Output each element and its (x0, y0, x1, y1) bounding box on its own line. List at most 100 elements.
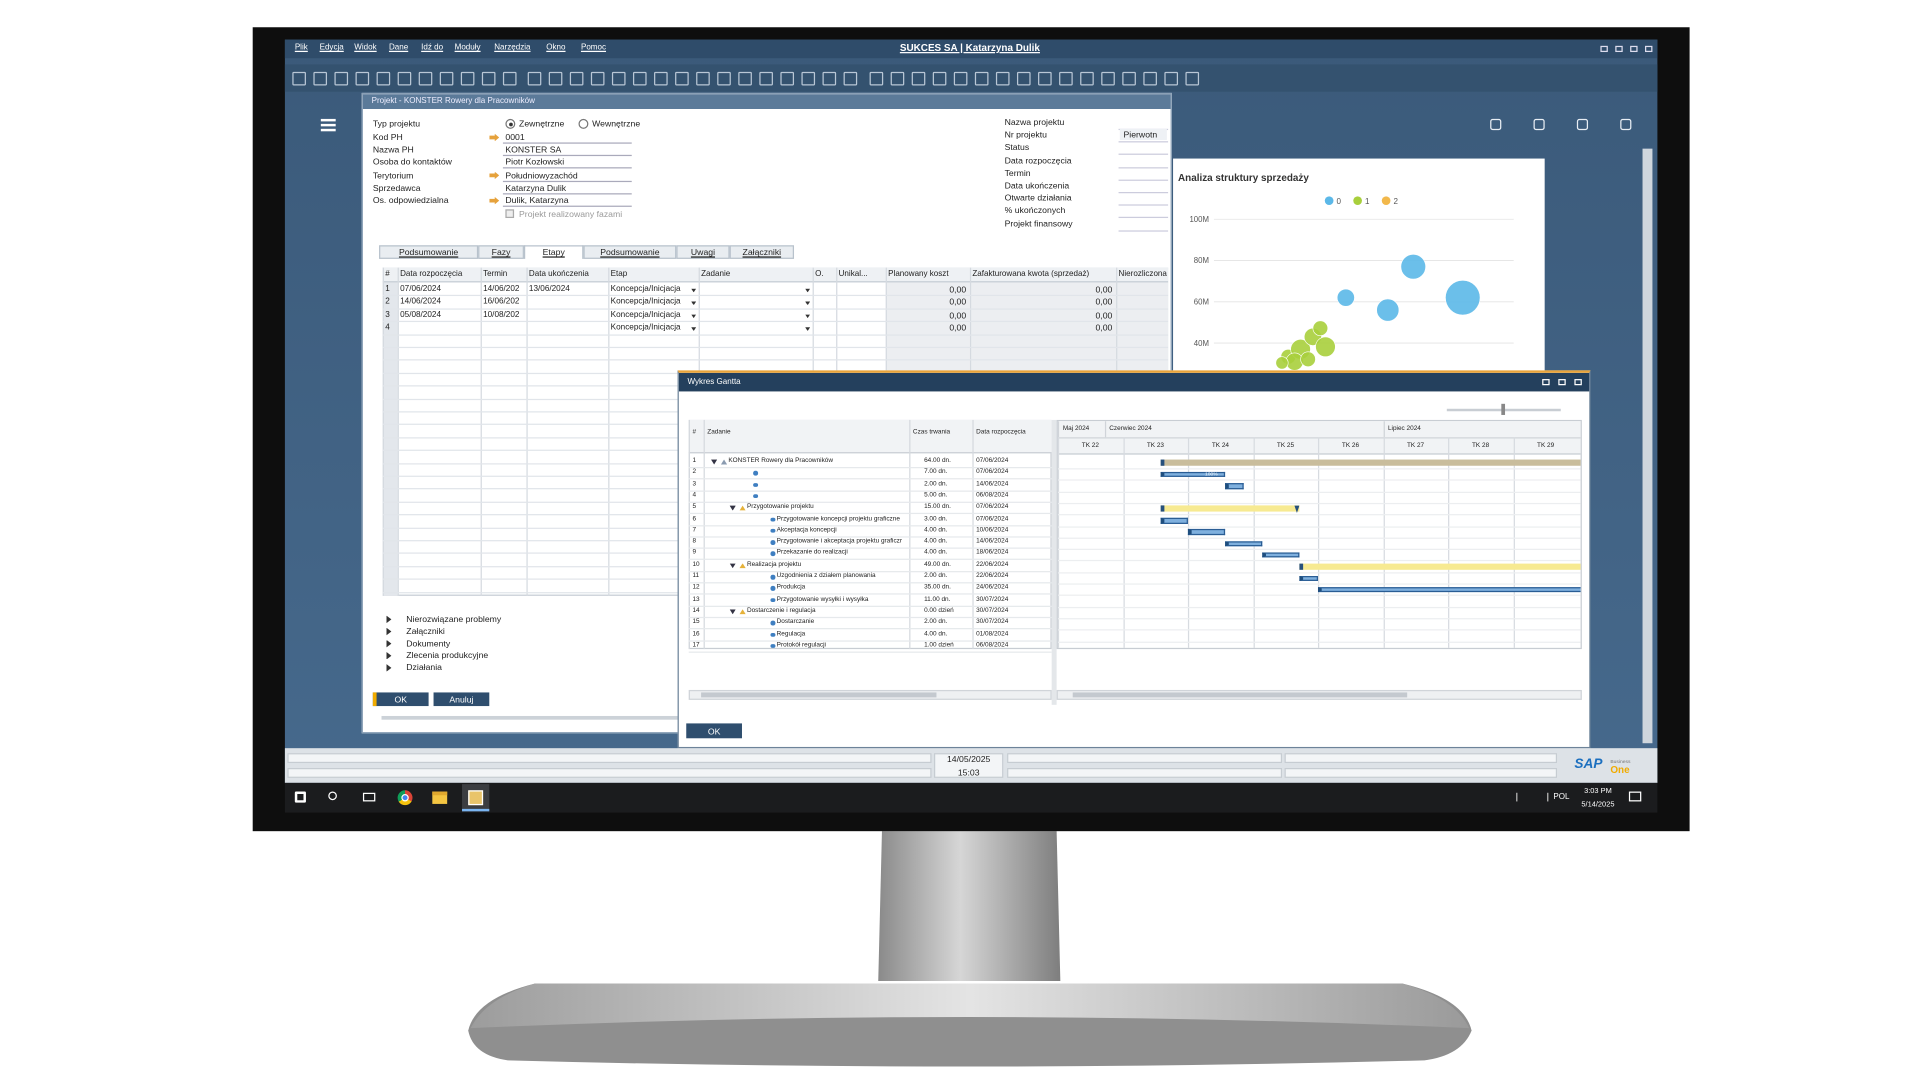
toolbar-icon[interactable] (548, 71, 563, 86)
header-icon[interactable] (1576, 118, 1589, 131)
tree-arrow[interactable] (386, 652, 392, 660)
toolbar-icon[interactable] (460, 71, 475, 86)
toolbar-icon[interactable] (313, 71, 328, 86)
button[interactable] (433, 692, 490, 707)
toolbar-icon[interactable] (801, 71, 816, 86)
toolbar-icon[interactable] (1016, 71, 1031, 86)
tree-item[interactable]: Zlecenia produkcyjne (406, 652, 489, 661)
button-label[interactable]: OK (394, 696, 407, 705)
field-input[interactable] (502, 195, 632, 207)
field-input[interactable] (1119, 128, 1167, 140)
toolbar-icon[interactable] (843, 71, 858, 86)
toolbar-icon[interactable] (1080, 71, 1094, 86)
tab[interactable] (478, 245, 524, 259)
toolbar-icon[interactable] (481, 71, 496, 86)
toolbar-icon[interactable] (717, 71, 731, 86)
menu-item[interactable]: Edycja (319, 43, 344, 53)
toolbar-icon[interactable] (953, 71, 968, 86)
checkbox[interactable] (505, 209, 515, 219)
tree-item[interactable]: Załączniki (406, 627, 445, 637)
menu-item[interactable]: Idź do (421, 43, 444, 53)
tab-label[interactable]: Załączniki (742, 248, 782, 258)
button-label[interactable]: Anuluj (449, 696, 474, 705)
expand-arrow[interactable] (729, 609, 736, 615)
search-icon[interactable] (328, 791, 337, 801)
toolbar-icon[interactable] (654, 71, 668, 86)
field-input[interactable] (502, 145, 632, 157)
tab-label[interactable]: Podsumowanie (398, 248, 459, 258)
header-icon[interactable] (1620, 118, 1632, 131)
toolbar-icon[interactable] (439, 71, 454, 86)
toolbar-icon[interactable] (995, 71, 1010, 86)
toolbar-icon[interactable] (1059, 71, 1073, 86)
tab[interactable] (523, 245, 584, 259)
toolbar-icon[interactable] (397, 71, 412, 86)
toolbar-icon[interactable] (869, 71, 884, 86)
menu-item[interactable]: Okno (546, 43, 566, 53)
toolbar-icon[interactable] (1038, 71, 1052, 86)
toolbar-icon[interactable] (376, 71, 391, 86)
toolbar-icon[interactable] (527, 71, 542, 86)
expand-arrow[interactable] (729, 505, 736, 511)
expand-arrow[interactable] (729, 563, 736, 569)
toolbar-icon[interactable] (1143, 71, 1157, 86)
tree-item[interactable]: Działania (406, 664, 442, 673)
expand-arrow[interactable] (711, 459, 718, 465)
button[interactable] (686, 723, 742, 739)
toolbar-icon[interactable] (590, 71, 605, 86)
toolbar-icon[interactable] (502, 71, 517, 86)
tab-label[interactable]: Uwagi (690, 248, 716, 258)
toolbar-icon[interactable] (932, 71, 947, 86)
toolbar-icon[interactable] (1164, 71, 1179, 86)
toolbar-icon[interactable] (759, 71, 773, 86)
field-input[interactable] (502, 170, 632, 182)
toolbar-icon[interactable] (696, 71, 710, 86)
field-input[interactable] (502, 157, 632, 169)
tree-item[interactable]: Nierozwiązane problemy (406, 615, 502, 625)
toolbar-icon[interactable] (632, 71, 647, 86)
toolbar-icon[interactable] (911, 71, 926, 86)
header-icon[interactable] (1490, 118, 1502, 131)
notification-icon[interactable] (1628, 791, 1642, 802)
start-button[interactable] (294, 791, 306, 803)
toolbar-icon[interactable] (675, 71, 689, 86)
field-input[interactable] (502, 132, 632, 144)
tab[interactable] (676, 245, 730, 259)
toolbar-icon[interactable] (738, 71, 752, 86)
menu-item[interactable]: Widok (354, 43, 377, 53)
toolbar-icon[interactable] (1122, 71, 1136, 86)
toolbar-icon[interactable] (890, 71, 905, 86)
menu-item[interactable]: Moduły (454, 43, 481, 53)
toolbar-icon[interactable] (611, 71, 626, 86)
toolbar-icon[interactable] (822, 71, 837, 86)
toolbar-icon[interactable] (292, 71, 306, 86)
button-label[interactable]: OK (707, 728, 721, 738)
tab[interactable] (379, 245, 479, 259)
toolbar-icon[interactable] (780, 71, 795, 86)
menu-item[interactable]: Dane (388, 43, 409, 53)
field-input[interactable] (502, 183, 632, 195)
tree-arrow[interactable] (386, 664, 392, 672)
task-view-icon[interactable] (362, 792, 376, 802)
tree-arrow[interactable] (386, 627, 392, 636)
radio[interactable] (578, 118, 589, 129)
header-icon[interactable] (1533, 118, 1545, 131)
toolbar-icon[interactable] (1101, 71, 1115, 86)
button[interactable] (372, 692, 429, 707)
explorer-icon[interactable] (432, 791, 448, 804)
toolbar-icon[interactable] (569, 71, 584, 86)
tab-label[interactable]: Fazy (491, 248, 511, 258)
tab-label[interactable]: Podsumowanie (600, 248, 660, 258)
toolbar-icon[interactable] (1185, 71, 1200, 86)
sap-app-icon[interactable] (468, 790, 484, 806)
tab-label[interactable]: Etapy (542, 248, 565, 258)
toolbar-icon[interactable] (334, 71, 349, 86)
tab[interactable] (729, 245, 795, 259)
tree-item[interactable]: Dokumenty (406, 639, 451, 649)
menu-item[interactable]: Pomoc (580, 43, 607, 53)
toolbar-icon[interactable] (418, 71, 433, 86)
toolbar-icon[interactable] (974, 71, 989, 86)
menu-item[interactable]: Plik (294, 43, 308, 53)
tab[interactable] (583, 245, 677, 259)
tree-arrow[interactable] (386, 615, 392, 624)
